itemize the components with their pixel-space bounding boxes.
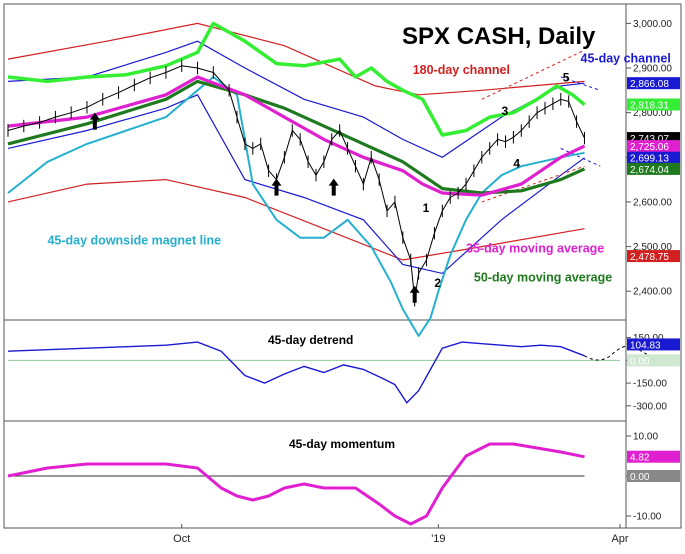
wave-label-5: 5 — [563, 70, 570, 84]
detrend-tick--300: -300.00 — [633, 401, 667, 412]
price-last-value-7-box — [627, 250, 680, 263]
series-channel-180 — [7, 22, 585, 96]
wave-label-1: 1 — [423, 201, 430, 215]
detrend-zero-badge: 0.00 — [630, 356, 650, 367]
price-last-value-2-box — [627, 98, 680, 111]
series-momentum — [7, 442, 585, 526]
price-last-value-5-box — [627, 151, 680, 164]
momentum-tick--10: -10.00 — [633, 512, 662, 523]
projection-line-4 — [560, 147, 601, 167]
price-tick-2600: 2,600.00 — [633, 197, 672, 208]
series-upper-band — [7, 21, 586, 137]
low-arrow-2 — [271, 178, 282, 196]
momentum-series — [7, 442, 585, 526]
price-last-value-2: 2,818.31 — [630, 100, 669, 111]
price-tick-2400: 2,400.00 — [633, 287, 672, 298]
wave-label-3: 3 — [502, 104, 509, 118]
momentum-last-value: 4.82 — [630, 453, 650, 464]
projection-line-2 — [481, 165, 585, 203]
momentum-panel-title: 45-day momentum — [289, 437, 395, 451]
price-last-value-5: 2,699.13 — [630, 154, 669, 165]
x-tick-label-2: '19 — [431, 533, 445, 545]
momentum-zero-badge: 0.00 — [630, 472, 650, 483]
low-arrow-4 — [409, 285, 420, 303]
projection-line-1 — [481, 49, 585, 100]
x-tick-label-3: Apr — [611, 533, 628, 545]
annotation-4: 35-day moving average — [466, 241, 604, 255]
x-axis-labels: Oct '19 Apr — [173, 524, 629, 545]
price-last-value-4: 2,725.06 — [630, 142, 669, 153]
chart-title: SPX CASH, Daily — [402, 23, 596, 50]
detrend-last-value-box — [627, 338, 680, 351]
detrend-zero-badge-box — [627, 354, 680, 367]
wave-label-4: 4 — [513, 157, 520, 171]
series-channel-45-lower — [7, 94, 585, 275]
series-ma-50 — [7, 79, 586, 195]
detrend-projection — [584, 345, 652, 361]
price-tick-2900: 2,900.00 — [633, 64, 672, 75]
low-arrow-1 — [89, 112, 100, 130]
price-tick-2500: 2,500.00 — [633, 242, 672, 253]
detrend-tick--150: -150.00 — [633, 379, 667, 390]
chart-frame — [3, 3, 682, 529]
projection-line-3 — [560, 76, 601, 91]
momentum-tick-10: 10.00 — [633, 432, 658, 443]
price-last-value-6: 2,674.04 — [630, 165, 669, 176]
wave-label-2: 2 — [434, 276, 441, 290]
price-tick-3000: 3,000.00 — [633, 19, 672, 30]
price-tick-2800: 2,800.00 — [633, 108, 672, 119]
series-ma-35 — [7, 75, 586, 197]
series-detrend — [7, 341, 585, 404]
detrend-panel-title: 45-day detrend — [268, 333, 353, 347]
price-last-value-7: 2,478.75 — [630, 252, 669, 263]
price-series — [7, 21, 586, 337]
price-last-value-1-box — [627, 77, 680, 90]
last-value-badges: 2,866.08 2,818.31 2,743.072,725.062,699.13… — [627, 77, 680, 483]
detrend-series — [7, 341, 652, 404]
momentum-zero-badge-box — [627, 470, 680, 482]
x-tick-label-1: Oct — [173, 533, 190, 545]
low-arrow-3 — [328, 178, 339, 196]
annotation-2: 45-day channel — [581, 52, 671, 66]
annotation-3: 45-day downside magnet line — [47, 233, 221, 247]
annotations: 1 2 3 4 5 180-day channel 45-day channel 45-day… — [47, 52, 671, 303]
annotation-5: 50-day moving average — [474, 270, 612, 284]
price-last-value-1: 2,866.08 — [630, 79, 669, 90]
price-last-value-6-box — [627, 162, 680, 175]
price-last-value-4-box — [627, 140, 680, 153]
series-magnet — [7, 76, 585, 337]
detrend-last-value: 104.83 — [630, 340, 661, 351]
momentum-last-value-box — [627, 450, 680, 463]
price-last-value-3: 2,743.07 — [630, 134, 669, 145]
annotation-1: 180-day channel — [413, 63, 510, 77]
